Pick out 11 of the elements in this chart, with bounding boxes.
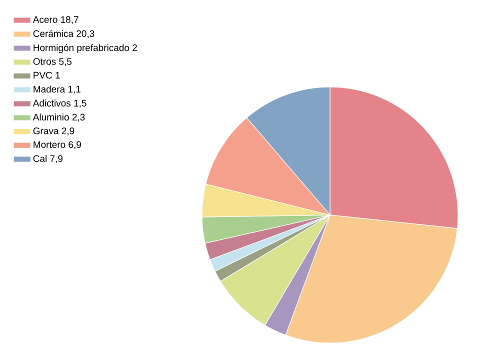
legend-label: Acero 18,7 xyxy=(32,16,78,24)
legend-label: Grava 2,9 xyxy=(33,128,74,136)
legend-label: Cal 7,9 xyxy=(33,154,63,164)
legend-label: Otros 5,5 xyxy=(33,58,72,66)
legend-label: Madera 1,1 xyxy=(34,86,80,94)
legend-label: Hormigón prefabricado 2 xyxy=(34,44,137,53)
legend-label: Adictivos 1,5 xyxy=(32,100,86,108)
legend-label: Cerámica 20,3 xyxy=(33,30,94,38)
legend-label: Mortero 6,9 xyxy=(34,141,81,150)
legend-label: PVC 1 xyxy=(34,72,60,79)
legend-label: Aluminio 2,3 xyxy=(32,114,85,122)
